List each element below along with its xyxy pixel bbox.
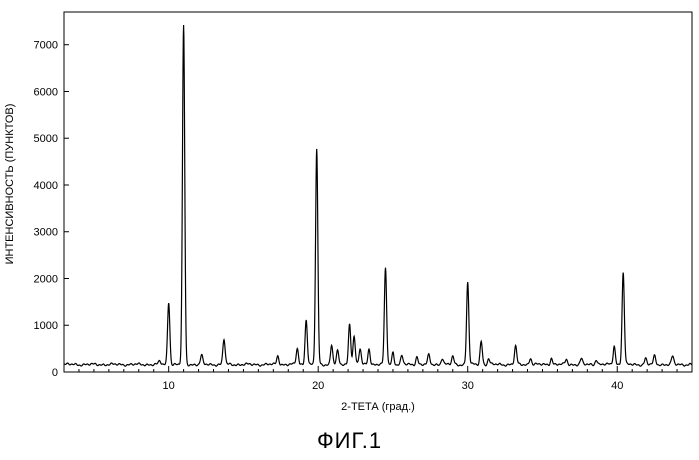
y-axis-label: ИНТЕНСИВНОСТЬ (ПУНКТОВ) bbox=[4, 104, 16, 265]
y-tick-label: 1000 bbox=[34, 320, 58, 332]
xrd-chart: 0 1000 2000 3000 4000 5000 6000 7000 10 20 30 40 2… bbox=[0, 0, 699, 425]
diffraction-pattern-line bbox=[64, 25, 692, 366]
x-axis-ticks: 10 20 30 40 bbox=[64, 366, 692, 392]
y-tick-label: 2000 bbox=[34, 273, 58, 285]
y-tick-label: 5000 bbox=[34, 133, 58, 145]
x-tick-label: 10 bbox=[163, 380, 175, 392]
x-axis-label: 2-ТЕТА (град.) bbox=[341, 401, 415, 413]
x-tick-label: 40 bbox=[611, 380, 623, 392]
y-tick-label: 6000 bbox=[34, 86, 58, 98]
y-tick-label: 3000 bbox=[34, 227, 58, 239]
x-tick-label: 20 bbox=[312, 380, 324, 392]
figure-caption: ФИГ.1 bbox=[0, 428, 699, 454]
y-tick-label: 7000 bbox=[34, 40, 58, 52]
x-tick-label: 30 bbox=[462, 380, 474, 392]
y-tick-label: 0 bbox=[52, 367, 58, 379]
y-tick-label: 4000 bbox=[34, 180, 58, 192]
plot-frame bbox=[64, 12, 692, 372]
